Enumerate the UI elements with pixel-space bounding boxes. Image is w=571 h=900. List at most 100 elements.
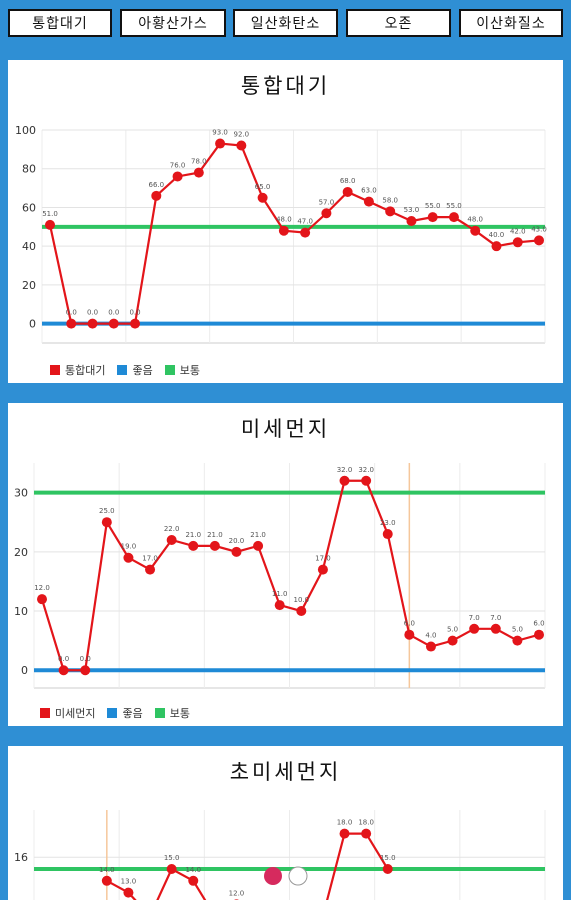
data-point <box>448 212 459 223</box>
data-label: 43.0 <box>531 225 547 233</box>
data-label: 20.0 <box>229 537 245 545</box>
chart-title: 통합대기 <box>240 74 331 98</box>
data-point <box>361 828 372 839</box>
y-tick-label: 20 <box>14 546 28 559</box>
data-point <box>123 552 134 563</box>
data-label: 22.0 <box>164 525 180 533</box>
data-point <box>278 225 289 236</box>
data-label: 6.0 <box>533 620 544 628</box>
chart-legend: 통합대기 좋음 보통 <box>50 362 208 378</box>
data-label: 5.0 <box>447 626 458 634</box>
data-label: 14.0 <box>185 866 201 874</box>
series-line <box>326 832 389 900</box>
legend-swatch-series <box>50 365 60 375</box>
y-tick-label: 0 <box>21 664 28 677</box>
data-label: 19.0 <box>121 543 137 551</box>
data-point <box>317 564 328 575</box>
data-point <box>188 540 199 551</box>
data-label: 0.0 <box>129 309 140 317</box>
tab-sulfur-dioxide[interactable]: 아황산가스 <box>120 9 226 37</box>
chart-title: 초미세먼지 <box>229 760 342 784</box>
data-label: 14.0 <box>99 866 115 874</box>
data-point <box>87 318 98 329</box>
tab-integrated-air[interactable]: 통합대기 <box>8 9 112 37</box>
legend-label-series: 미세먼지 <box>55 707 96 720</box>
data-point <box>45 219 55 230</box>
data-point <box>66 318 77 329</box>
data-label: 55.0 <box>425 202 441 210</box>
data-point <box>215 138 226 149</box>
chart-legend: 미세먼지 좋음 보통 <box>40 705 198 721</box>
data-label: 0.0 <box>108 309 119 317</box>
y-tick-label: 12 <box>14 898 28 900</box>
data-label: 51.0 <box>42 210 58 218</box>
data-label: 15.0 <box>380 854 396 862</box>
y-tick-label: 10 <box>14 605 28 618</box>
y-tick-label: 30 <box>14 487 28 500</box>
pager-dot-active <box>264 867 282 885</box>
y-tick-label: 60 <box>22 201 36 214</box>
data-point <box>274 600 285 611</box>
pager-dot-inactive <box>288 866 308 886</box>
data-label: 53.0 <box>404 206 420 214</box>
data-point <box>382 864 393 874</box>
data-label: 6.0 <box>404 620 415 628</box>
data-label: 7.0 <box>490 614 501 622</box>
y-tick-label: 40 <box>22 240 36 253</box>
data-label: 0.0 <box>58 655 69 663</box>
tab-carbon-monoxide[interactable]: 일산화탄소 <box>233 9 338 37</box>
tab-nitrogen-dioxide[interactable]: 이산화질소 <box>459 9 563 37</box>
data-label: 58.0 <box>382 196 398 204</box>
data-label: 12.0 <box>34 584 50 592</box>
data-point <box>363 196 374 207</box>
y-tick-label: 100 <box>15 124 36 137</box>
data-label: 4.0 <box>425 632 436 640</box>
y-tick-label: 80 <box>22 163 36 176</box>
chart-card-integrated-air: 통합대기 0 20 40 60 80 100 51.0 0.0 0.0 0.0 0.0 66.0 76.… <box>8 60 563 383</box>
data-label: 42.0 <box>510 227 526 235</box>
data-point <box>406 216 417 227</box>
legend-swatch-normal <box>164 365 175 375</box>
data-point <box>80 665 91 676</box>
data-label: 57.0 <box>319 198 335 206</box>
data-label: 93.0 <box>212 129 228 137</box>
data-point <box>427 212 438 223</box>
data-point <box>339 828 350 839</box>
data-label: 48.0 <box>276 216 292 224</box>
data-label: 65.0 <box>255 183 271 191</box>
data-label: 0.0 <box>66 309 77 317</box>
data-point <box>534 629 544 640</box>
data-label: 66.0 <box>149 181 165 189</box>
data-point <box>231 546 242 557</box>
data-point <box>123 887 134 898</box>
data-point <box>188 875 199 886</box>
data-point <box>296 606 307 617</box>
data-point <box>361 475 372 486</box>
data-label: 32.0 <box>358 466 374 474</box>
data-point <box>342 186 353 197</box>
data-label: 48.0 <box>467 216 483 224</box>
data-label: 0.0 <box>87 309 98 317</box>
data-point <box>37 594 47 605</box>
data-label: 47.0 <box>297 218 313 226</box>
data-point <box>385 206 396 217</box>
data-label: 23.0 <box>380 519 396 527</box>
data-point <box>257 192 268 203</box>
data-point <box>209 540 220 551</box>
data-point <box>491 241 502 252</box>
y-tick-label: 20 <box>22 279 36 292</box>
data-point <box>166 864 177 874</box>
legend-label-good: 좋음 <box>122 707 143 720</box>
series-line <box>48 142 540 325</box>
chart-integrated-air: 0 20 40 60 80 100 51.0 0.0 0.0 0.0 0.0 66.0 76.0 78.0… <box>15 124 547 344</box>
data-label: 11.0 <box>272 590 288 598</box>
data-label: 76.0 <box>170 161 186 169</box>
data-label: 55.0 <box>446 202 462 210</box>
data-label: 0.0 <box>80 655 91 663</box>
legend-swatch-normal <box>154 708 165 718</box>
data-label: 78.0 <box>191 158 207 166</box>
tab-ozone[interactable]: 오존 <box>346 9 451 37</box>
data-label: 92.0 <box>234 130 250 138</box>
data-point <box>101 875 112 886</box>
data-label: 13.0 <box>121 878 137 886</box>
